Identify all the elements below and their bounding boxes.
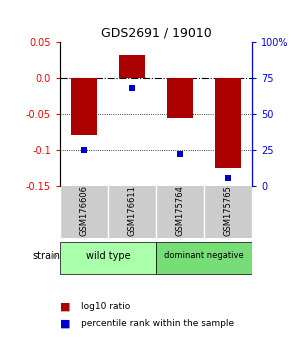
Text: GSM175765: GSM175765	[224, 185, 232, 236]
Bar	[156, 242, 252, 274]
Point	[82, 147, 86, 153]
Text: log10 ratio: log10 ratio	[81, 302, 130, 311]
Bar	[215, 78, 241, 168]
Text: wild type: wild type	[86, 251, 130, 261]
Text: percentile rank within the sample: percentile rank within the sample	[81, 319, 234, 329]
Bar	[71, 78, 97, 136]
Text: ■: ■	[60, 319, 70, 329]
Text: strain: strain	[32, 251, 60, 261]
Point	[178, 151, 182, 157]
Text: GSM176606: GSM176606	[80, 185, 88, 236]
Text: GSM175764: GSM175764	[176, 185, 184, 236]
Point	[226, 176, 230, 181]
Text: GSM176611: GSM176611	[128, 185, 136, 236]
Title: GDS2691 / 19010: GDS2691 / 19010	[100, 27, 212, 40]
Bar	[167, 78, 193, 118]
Text: dominant negative: dominant negative	[164, 251, 244, 261]
Text: ■: ■	[60, 301, 70, 311]
Point	[130, 85, 134, 91]
Bar	[119, 55, 145, 78]
Bar	[60, 242, 156, 274]
